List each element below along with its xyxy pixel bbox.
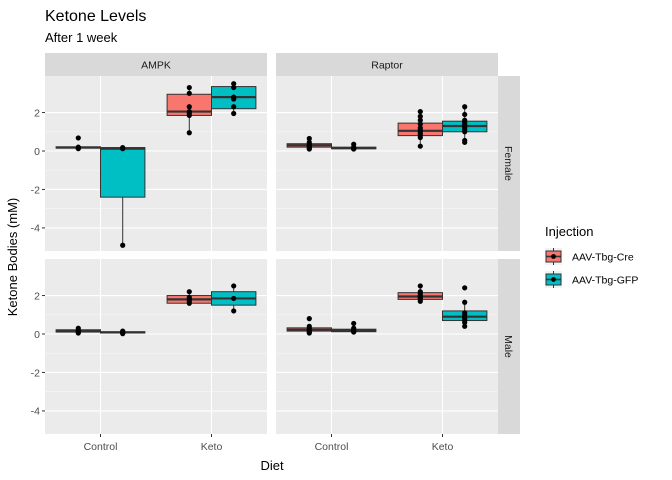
x-tick-label: Control bbox=[315, 441, 349, 453]
panel-ampk-female: -4 -2 0 2 bbox=[31, 76, 267, 251]
facet-label-raptor: Raptor bbox=[371, 60, 403, 72]
y-tick-label: -4 bbox=[31, 406, 40, 418]
data-point bbox=[120, 331, 126, 337]
data-point bbox=[462, 319, 468, 326]
data-point bbox=[186, 112, 192, 119]
data-point bbox=[462, 299, 468, 305]
facet-strip-male bbox=[498, 259, 520, 434]
box-control-cre bbox=[55, 135, 101, 152]
data-point bbox=[417, 283, 423, 289]
data-point bbox=[75, 330, 81, 336]
panel-raptor-female bbox=[276, 76, 498, 251]
box-keto-gfp bbox=[442, 104, 488, 145]
data-point bbox=[351, 329, 357, 335]
data-point bbox=[462, 129, 468, 135]
data-point bbox=[417, 117, 423, 123]
facet-panels: AMPK Raptor Female Male -4 -2 0 2 -4 -2 0 2 Control K… bbox=[31, 53, 520, 453]
facet-strip-ampk bbox=[45, 53, 267, 76]
data-point bbox=[186, 90, 192, 96]
facet-strip-raptor bbox=[276, 53, 498, 76]
data-point bbox=[417, 298, 423, 304]
facet-label-male: Male bbox=[502, 335, 514, 358]
box-control-gfp bbox=[331, 320, 377, 335]
data-point bbox=[462, 285, 468, 291]
x-axis-title: Diet bbox=[260, 458, 284, 473]
data-point bbox=[231, 283, 237, 289]
box-control-cre bbox=[55, 325, 101, 336]
box-control-gfp bbox=[331, 141, 377, 152]
facet-label-ampk: AMPK bbox=[141, 60, 171, 72]
box-control-gfp bbox=[100, 328, 146, 337]
data-point bbox=[186, 84, 192, 91]
y-tick-label: 0 bbox=[34, 146, 40, 158]
data-point bbox=[231, 295, 237, 302]
data-point bbox=[462, 111, 468, 118]
data-point bbox=[417, 143, 423, 149]
facet-strip-female bbox=[498, 76, 520, 251]
y-tick-label: -2 bbox=[31, 184, 40, 196]
data-point bbox=[231, 81, 237, 87]
legend-key-cre bbox=[545, 248, 562, 265]
data-point bbox=[186, 300, 192, 306]
data-point bbox=[462, 104, 468, 110]
data-point bbox=[231, 308, 237, 314]
data-point bbox=[186, 130, 192, 136]
panel-background bbox=[276, 76, 498, 251]
data-point bbox=[186, 104, 192, 110]
data-point bbox=[306, 146, 312, 152]
box-keto-gfp bbox=[211, 283, 257, 314]
data-point bbox=[417, 121, 423, 127]
legend-title: Injection bbox=[545, 224, 593, 239]
x-tick-label: Control bbox=[84, 441, 118, 453]
box-control-cre bbox=[286, 135, 333, 152]
data-point bbox=[306, 330, 312, 336]
data-point bbox=[462, 323, 468, 329]
legend: Injection AAV-Tbg-Cre AAV-Tbg-GFP bbox=[545, 224, 638, 288]
box-keto-cre bbox=[166, 289, 213, 306]
chart-title: Ketone Levels bbox=[45, 8, 146, 25]
box-body bbox=[100, 147, 146, 198]
panel-raptor-male: Control Keto bbox=[276, 259, 498, 453]
data-point bbox=[417, 134, 423, 141]
box-keto-gfp bbox=[211, 81, 257, 117]
data-point bbox=[462, 139, 468, 145]
chart-subtitle: After 1 week bbox=[45, 30, 118, 45]
data-point bbox=[306, 316, 312, 322]
y-tick-label: 2 bbox=[34, 290, 40, 302]
box-keto-gfp bbox=[442, 285, 488, 329]
panel-ampk-male: -4 -2 0 2 Control Keto bbox=[31, 259, 267, 453]
y-axis-title: Ketone Bodies (mM) bbox=[5, 198, 20, 317]
data-point bbox=[231, 96, 237, 102]
data-point bbox=[186, 289, 192, 295]
data-point bbox=[231, 84, 237, 91]
facet-label-female: Female bbox=[502, 146, 514, 181]
data-point bbox=[306, 135, 312, 142]
data-point bbox=[351, 320, 357, 327]
data-point bbox=[120, 146, 126, 152]
legend-key-point bbox=[551, 277, 556, 282]
panel-background bbox=[276, 259, 498, 434]
data-point bbox=[120, 242, 126, 248]
box-control-gfp bbox=[100, 144, 146, 248]
data-point bbox=[351, 146, 357, 152]
legend-label-cre: AAV-Tbg-Cre bbox=[572, 252, 634, 264]
data-point bbox=[231, 110, 237, 117]
y-tick-label: -2 bbox=[31, 367, 40, 379]
y-tick-label: 2 bbox=[34, 107, 40, 119]
y-tick-label: 0 bbox=[34, 329, 40, 341]
data-point bbox=[75, 135, 81, 141]
x-tick-label: Keto bbox=[201, 441, 223, 453]
data-point bbox=[417, 113, 423, 119]
data-point bbox=[417, 108, 423, 115]
data-point bbox=[75, 144, 81, 151]
data-point bbox=[231, 104, 237, 110]
legend-label-gfp: AAV-Tbg-GFP bbox=[572, 275, 638, 287]
panel-background bbox=[45, 259, 267, 434]
legend-key-point bbox=[551, 254, 556, 259]
x-tick-label: Keto bbox=[432, 441, 454, 453]
legend-key-gfp bbox=[545, 271, 562, 288]
y-tick-label: -4 bbox=[31, 223, 40, 235]
box-keto-cre bbox=[397, 283, 444, 304]
